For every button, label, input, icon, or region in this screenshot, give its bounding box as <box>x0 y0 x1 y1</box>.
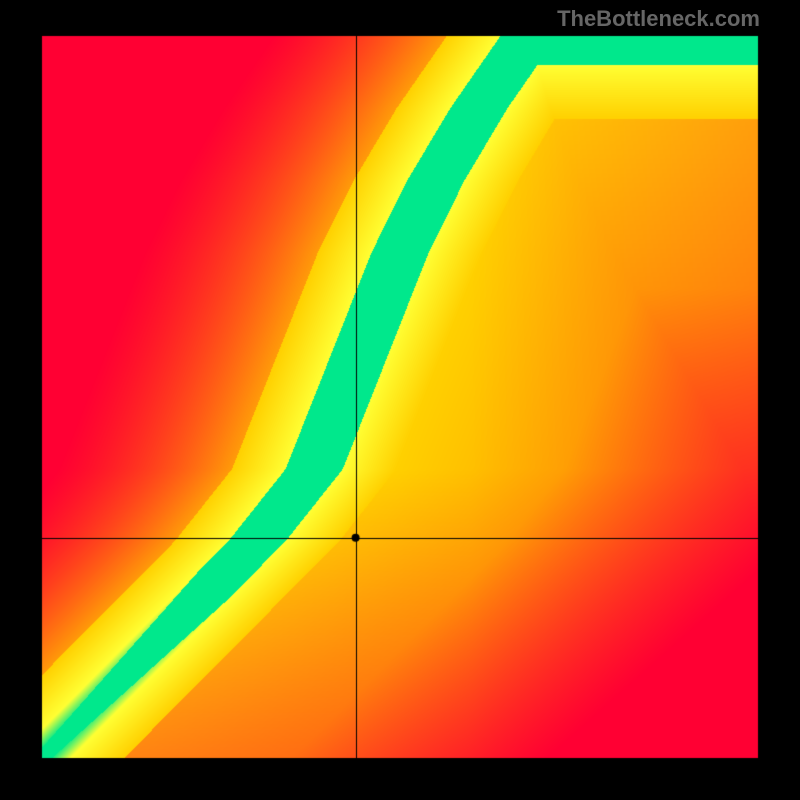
bottleneck-heatmap <box>0 0 800 800</box>
chart-container: TheBottleneck.com <box>0 0 800 800</box>
watermark-text: TheBottleneck.com <box>557 6 760 32</box>
